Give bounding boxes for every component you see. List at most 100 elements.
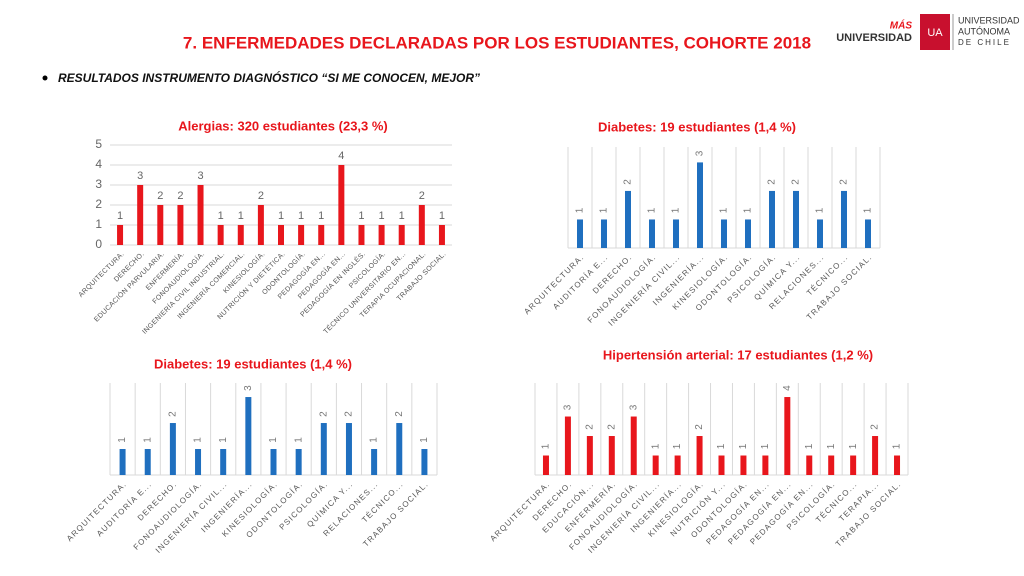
bullet-text: RESULTADOS INSTRUMENTO DIAGNÓSTICO “SI M… <box>58 70 480 85</box>
bar <box>237 225 244 245</box>
data-label: 3 <box>197 170 203 182</box>
bar <box>649 219 655 248</box>
logo-seal-text: UA <box>927 27 943 39</box>
bar <box>674 455 681 475</box>
bar <box>396 423 403 475</box>
bar <box>438 225 445 245</box>
data-label: 1 <box>760 443 771 449</box>
logo-tagline: MÁS <box>890 19 913 32</box>
bar <box>169 423 176 475</box>
x-tick-label: QUÍMICA Y... <box>305 480 355 530</box>
logo-name: UNIVERSIDAD <box>958 15 1020 25</box>
data-label: 1 <box>892 443 903 449</box>
data-label: 1 <box>575 207 586 213</box>
data-label: 1 <box>293 437 304 443</box>
data-label: 2 <box>419 190 425 202</box>
y-tick-label: 4 <box>95 157 102 171</box>
bar <box>586 436 593 475</box>
bar <box>793 190 799 248</box>
bar <box>320 423 327 475</box>
data-label: 2 <box>394 411 405 417</box>
data-label: 1 <box>826 443 837 449</box>
data-label: 1 <box>238 210 244 222</box>
data-label: 2 <box>839 179 850 185</box>
data-label: 1 <box>142 437 153 443</box>
data-label: 1 <box>716 443 727 449</box>
data-label: 1 <box>218 437 229 443</box>
bar <box>721 219 727 248</box>
chart-title: Diabetes: 19 estudiantes (1,4 %) <box>598 119 796 134</box>
bar <box>769 190 775 248</box>
data-label: 1 <box>193 437 204 443</box>
bar <box>398 225 405 245</box>
data-label: 2 <box>258 190 264 202</box>
bar <box>601 219 607 248</box>
bar <box>144 449 151 475</box>
bar <box>894 455 901 475</box>
y-tick-label: 1 <box>95 217 102 231</box>
bar <box>278 225 284 245</box>
bar <box>418 205 425 245</box>
data-label: 3 <box>695 150 706 156</box>
chart-title: Diabetes: 19 estudiantes (1,4 %) <box>154 356 352 371</box>
bar <box>117 225 124 245</box>
bar <box>850 455 857 475</box>
data-label: 1 <box>318 210 324 222</box>
chart-title: Hipertensión arterial: 17 estudiantes (1… <box>603 347 873 362</box>
bar <box>295 449 302 475</box>
bar <box>220 449 227 475</box>
bar <box>177 205 184 245</box>
bullet-dot <box>42 75 48 81</box>
bar <box>817 219 823 248</box>
bar <box>245 397 252 475</box>
chart-title: Alergias: 320 estudiantes (23,3 %) <box>178 118 388 133</box>
data-label: 1 <box>848 443 859 449</box>
bar <box>195 449 202 475</box>
y-tick-label: 0 <box>95 237 102 251</box>
y-tick-label: 3 <box>95 177 102 191</box>
bar <box>421 449 428 475</box>
data-label: 1 <box>672 443 683 449</box>
bar <box>696 436 703 475</box>
data-label: 1 <box>671 207 682 213</box>
logo-seal <box>920 14 950 50</box>
data-label: 1 <box>599 207 610 213</box>
data-label: 1 <box>218 210 224 222</box>
data-label: 2 <box>168 411 179 417</box>
data-label: 2 <box>584 424 595 430</box>
bar <box>828 455 835 475</box>
bar <box>762 455 769 475</box>
bar <box>608 436 615 475</box>
data-label: 4 <box>338 150 344 162</box>
bar <box>865 219 871 248</box>
data-label: 1 <box>379 210 385 222</box>
data-label: 1 <box>719 207 730 213</box>
data-label: 2 <box>767 179 778 185</box>
bar <box>371 449 378 475</box>
bar <box>119 449 126 475</box>
bar <box>745 219 751 248</box>
data-label: 2 <box>344 411 355 417</box>
bar <box>318 225 325 245</box>
data-label: 1 <box>647 207 658 213</box>
data-label: 1 <box>804 443 815 449</box>
bar <box>157 205 164 245</box>
slide-title: 7. ENFERMEDADES DECLARADAS POR LOS ESTUD… <box>183 33 811 52</box>
bar <box>740 455 747 475</box>
data-label: 1 <box>738 443 749 449</box>
data-label: 2 <box>318 411 329 417</box>
data-label: 3 <box>137 170 143 182</box>
bar <box>718 455 725 475</box>
bar <box>673 219 679 248</box>
bar <box>542 455 549 475</box>
bar <box>625 190 631 248</box>
data-label: 2 <box>157 190 163 202</box>
data-label: 1 <box>743 207 754 213</box>
bar <box>378 225 385 245</box>
data-label: 1 <box>117 210 123 222</box>
data-label: 1 <box>399 210 405 222</box>
data-label: 2 <box>870 424 881 430</box>
data-label: 2 <box>623 179 634 185</box>
bar <box>257 205 264 245</box>
